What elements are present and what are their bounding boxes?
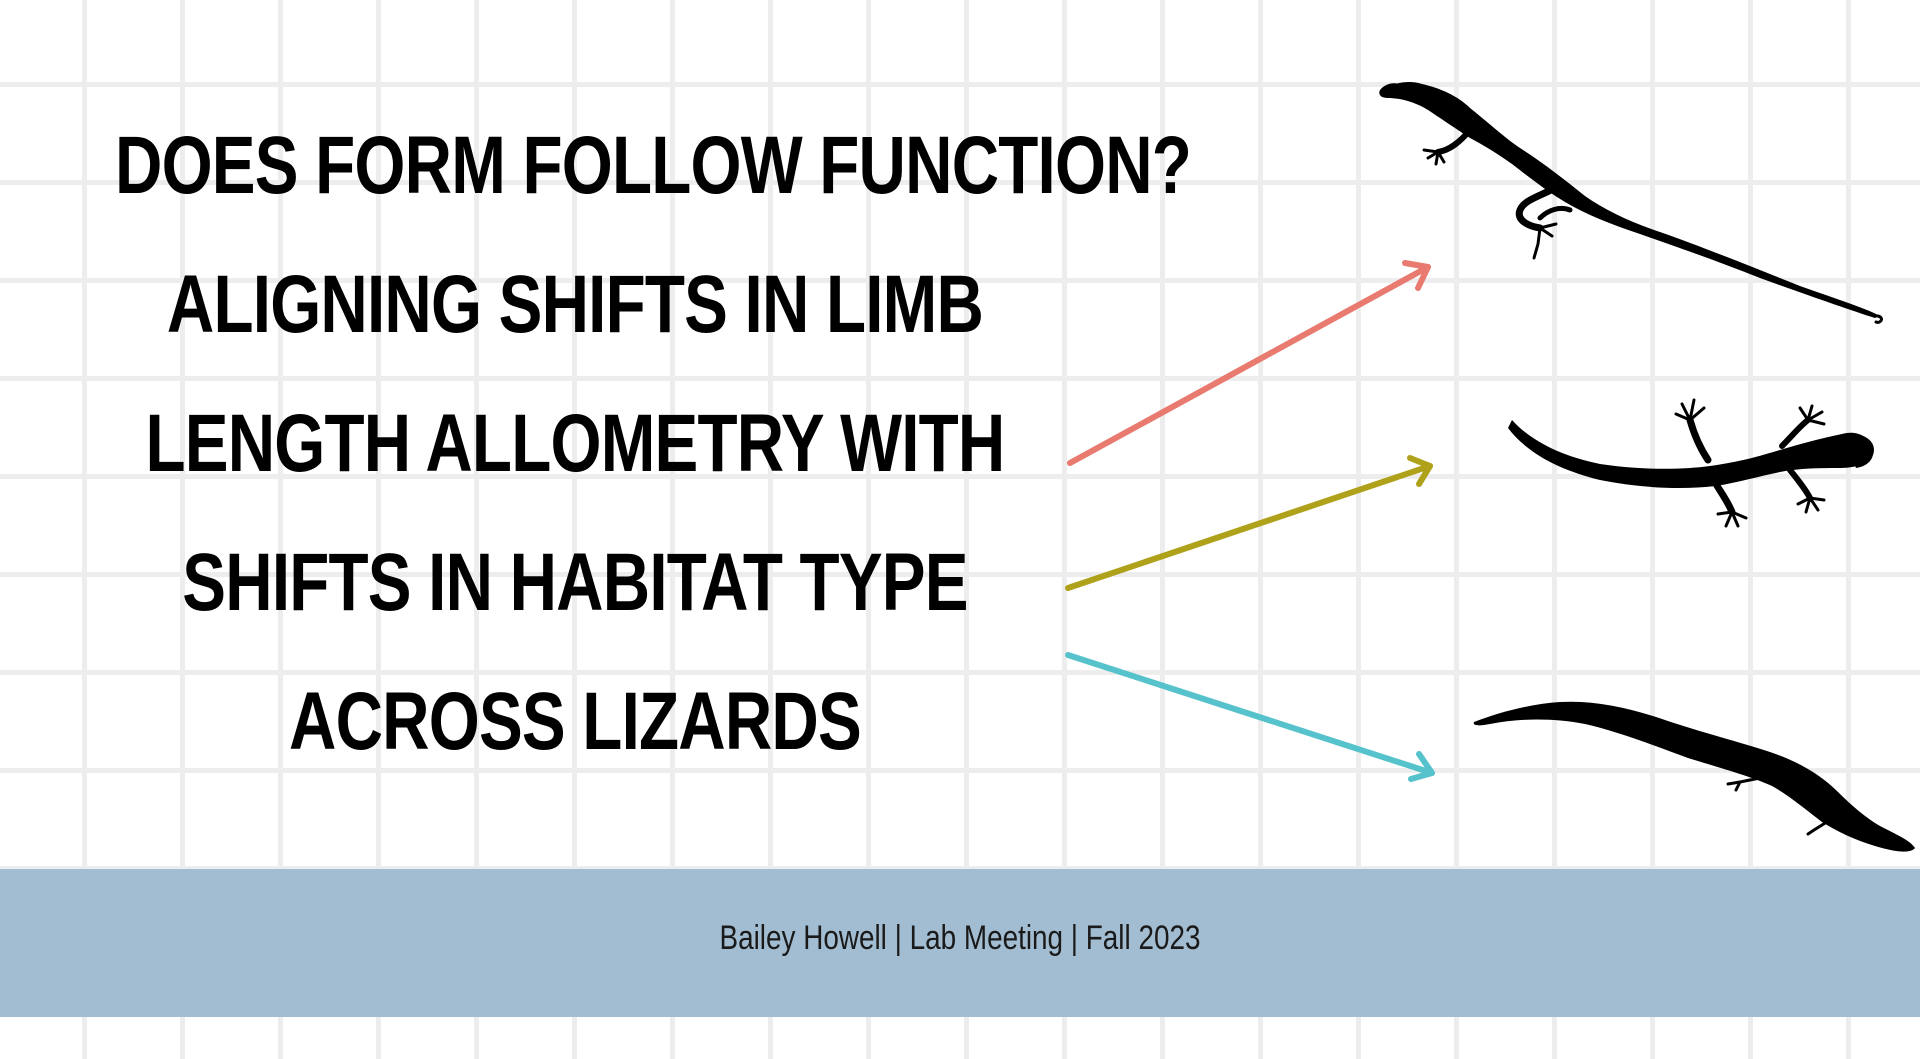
slide-title: DOES FORM FOLLOW FUNCTION? ALIGNING SHIF… — [115, 96, 1192, 791]
title-line-2: ALIGNING SHIFTS IN LIMB — [166, 259, 984, 350]
gecko-silhouette-icon — [1508, 398, 1874, 528]
title-line-4: SHIFTS IN HABITAT TYPE — [182, 537, 968, 628]
arrow-to-legless-lizard-icon — [1065, 652, 1435, 782]
arrow-to-gecko-icon — [1065, 455, 1433, 591]
footer-text: Bailey Howell | Lab Meeting | Fall 2023 — [719, 919, 1201, 957]
title-line-3: LENGTH ALLOMETRY WITH — [145, 398, 1006, 489]
footer-band: Bailey Howell | Lab Meeting | Fall 2023 — [0, 869, 1920, 1017]
title-line-5: ACROSS LIZARDS — [289, 676, 862, 767]
title-line-1: DOES FORM FOLLOW FUNCTION? — [115, 120, 1192, 211]
arrow-to-anole-icon — [1067, 260, 1431, 466]
legless-lizard-silhouette-icon — [1473, 701, 1915, 852]
anole-lizard-silhouette-icon — [1379, 82, 1883, 324]
